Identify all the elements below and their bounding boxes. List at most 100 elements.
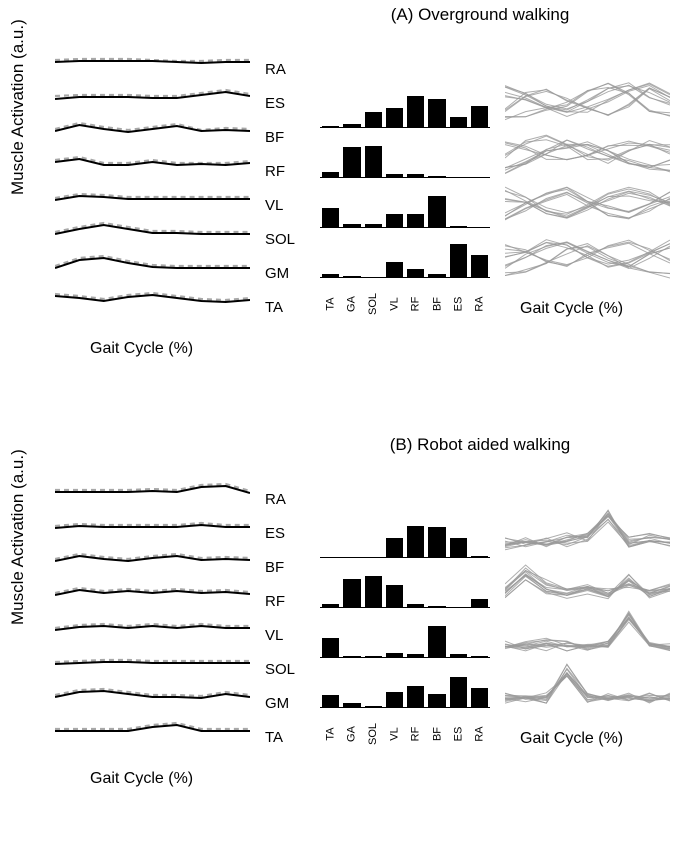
synergy-bar (322, 557, 339, 558)
synergy-bar (450, 677, 467, 708)
bar-xtick-label: BF (431, 293, 443, 314)
muscle-label: BF (265, 559, 284, 576)
synergy-bar (407, 654, 424, 658)
bar-xtick-label: ES (452, 723, 464, 744)
bar-xtick-label: RA (473, 723, 485, 744)
synergy-bar (343, 124, 360, 128)
synergy-bar (386, 585, 403, 608)
synergy-bar (343, 579, 360, 608)
activation-profiles-column (505, 510, 670, 718)
synergy-bar (428, 527, 445, 558)
synergy-bar (428, 196, 445, 228)
synergy-bar (386, 214, 403, 228)
bar-xtick-label: VL (389, 293, 401, 314)
synergy-bar (428, 99, 445, 128)
synergy-bars-column (320, 520, 490, 720)
synergy-bar-row (320, 520, 490, 570)
synergy-bar (343, 557, 360, 558)
muscle-label: RF (265, 163, 285, 180)
activation-profiles-row (505, 666, 670, 718)
synergy-bar (365, 706, 382, 708)
activation-profiles-row (505, 80, 670, 132)
synergy-bar-row (320, 620, 490, 670)
activation-profiles-row (505, 236, 670, 288)
synergy-bar (365, 224, 382, 228)
synergy-bar-row (320, 240, 490, 290)
synergy-bar (471, 227, 488, 228)
synergy-bar (322, 638, 339, 658)
synergy-bar (343, 276, 360, 278)
figure-a: (A) Overground walking Muscle Activation … (0, 0, 685, 430)
synergy-bar (386, 262, 403, 278)
synergy-bar-row (320, 90, 490, 140)
synergy-bar (450, 177, 467, 178)
synergy-bar (322, 126, 339, 128)
bar-xtick-label: VL (389, 723, 401, 744)
synergy-bar (343, 703, 360, 708)
y-axis-label: Muscle Activation (a.u.) (8, 70, 28, 330)
synergy-bar (407, 96, 424, 128)
emg-lines-column: RAESBFRFVLSOLGMTA (55, 485, 275, 757)
synergy-bar (450, 117, 467, 128)
synergy-bar (407, 604, 424, 608)
synergy-bar (343, 224, 360, 228)
bar-xtick-label: RF (410, 723, 422, 744)
bar-xtick-label: TA (325, 293, 337, 314)
bar-xtick-label: RF (410, 293, 422, 314)
synergy-bar (450, 607, 467, 608)
activation-profiles-row (505, 132, 670, 184)
activation-profiles-row (505, 562, 670, 614)
bar-xtick-label: ES (452, 293, 464, 314)
synergy-bar (386, 108, 403, 128)
synergy-bar (428, 626, 445, 658)
muscle-label: GM (265, 695, 289, 712)
bar-xtick-label: GA (346, 723, 358, 744)
synergy-bar (450, 538, 467, 558)
synergy-bar (386, 692, 403, 708)
muscle-label: ES (265, 525, 285, 542)
synergy-bar (428, 274, 445, 278)
x-axis-label: Gait Cycle (%) (90, 340, 193, 358)
muscle-label: VL (265, 627, 283, 644)
muscle-label: TA (265, 729, 283, 746)
muscle-label: RA (265, 61, 286, 78)
synergy-bar (450, 654, 467, 658)
synergy-bar (322, 274, 339, 278)
bar-xtick-label: GA (346, 293, 358, 314)
synergy-bar-row (320, 190, 490, 240)
synergy-bars-xlabels: TAGASOLVLRFBFESRA (320, 728, 490, 740)
synergy-bar (322, 172, 339, 178)
synergy-bar (471, 556, 488, 558)
synergy-bar (365, 557, 382, 558)
synergy-bar (407, 526, 424, 558)
synergy-bar (343, 147, 360, 178)
activation-profiles-column (505, 80, 670, 288)
synergy-bar (322, 695, 339, 708)
synergy-bar (365, 576, 382, 608)
synergy-bar (450, 226, 467, 228)
x-axis-label: Gait Cycle (%) (520, 300, 623, 318)
synergy-bar (471, 688, 488, 708)
muscle-label: RF (265, 593, 285, 610)
synergy-bar (365, 656, 382, 658)
emg-line-row: TA (55, 723, 275, 757)
activation-profiles-row (505, 184, 670, 236)
synergy-bar-row (320, 140, 490, 190)
page: (A) Overground walking Muscle Activation … (0, 0, 685, 865)
synergy-bar (471, 106, 488, 128)
muscle-label: ES (265, 95, 285, 112)
x-axis-label: Gait Cycle (%) (90, 770, 193, 788)
synergy-bar (407, 686, 424, 708)
muscle-label: BF (265, 129, 284, 146)
synergy-bar (322, 604, 339, 608)
synergy-bar (386, 653, 403, 658)
bar-xtick-label: SOL (367, 293, 379, 315)
bar-xtick-label: TA (325, 723, 337, 744)
figure-title: (A) Overground walking (330, 5, 630, 25)
synergy-bar (407, 174, 424, 178)
synergy-bar-row (320, 670, 490, 720)
synergy-bar (343, 656, 360, 658)
bar-xtick-label: BF (431, 723, 443, 744)
muscle-label: SOL (265, 661, 295, 678)
y-axis-label: Muscle Activation (a.u.) (8, 500, 28, 760)
